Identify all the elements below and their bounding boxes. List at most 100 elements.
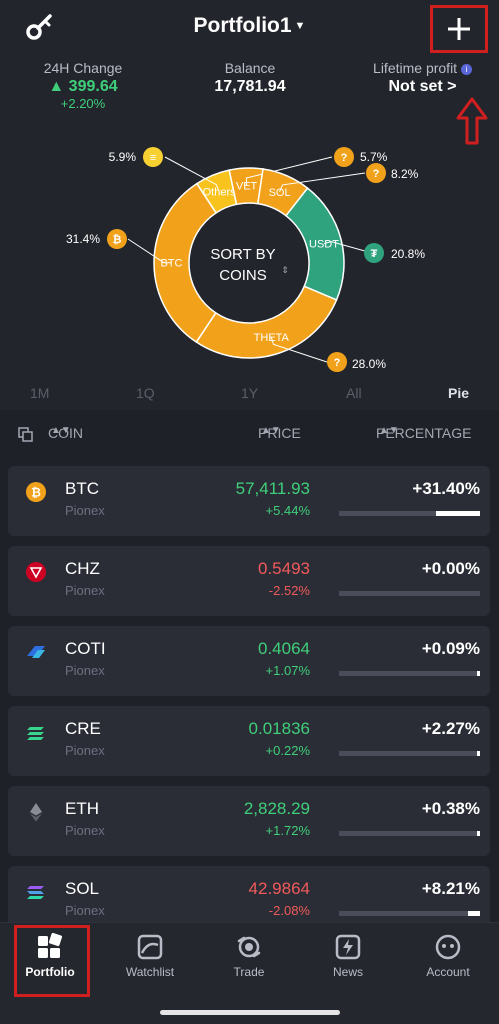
sort-icon: ▲▼ bbox=[261, 425, 281, 436]
pie-leader-line bbox=[279, 172, 366, 192]
info-icon[interactable]: i bbox=[460, 63, 472, 75]
pie-slice-label: VET bbox=[236, 181, 258, 193]
pie-slice-label: SOL bbox=[269, 187, 291, 199]
coin-icon bbox=[334, 147, 354, 167]
range-1y[interactable]: 1Y bbox=[241, 385, 259, 401]
coin-icon-glyph: ? bbox=[373, 168, 380, 180]
coin-row[interactable]: CRE Pionex 0.01836 +0.22% +2.27% bbox=[8, 706, 490, 776]
layers-icon[interactable] bbox=[18, 427, 34, 443]
bitcoin-icon: ₿ bbox=[26, 482, 46, 502]
allocation-bar bbox=[339, 831, 480, 836]
pie-slice-btc[interactable] bbox=[153, 182, 218, 344]
coin-price: 0.5493 bbox=[258, 559, 310, 578]
range-1m[interactable]: 1M bbox=[30, 385, 50, 401]
key-icon[interactable] bbox=[24, 12, 54, 42]
portfolio-title: Portfolio1 bbox=[193, 14, 292, 37]
range-all[interactable]: All bbox=[346, 385, 362, 401]
tab-news[interactable]: News bbox=[308, 933, 388, 979]
coin-row[interactable]: ETH Pionex 2,828.29 +1.72% +0.38% bbox=[8, 786, 490, 856]
news-icon bbox=[335, 934, 361, 960]
allocation-bar bbox=[339, 751, 480, 756]
balance-value: 17,781.94 bbox=[214, 78, 286, 95]
account-icon bbox=[435, 934, 461, 960]
pie-leader-line bbox=[127, 238, 172, 264]
allocation-bar-fill bbox=[477, 671, 480, 676]
coin-symbol: CHZ bbox=[65, 559, 100, 578]
pie-leader-line bbox=[164, 156, 220, 192]
pie-slice-percentage: 5.9% bbox=[109, 150, 137, 164]
chiliz-icon bbox=[26, 562, 46, 582]
pie-slice-sol[interactable] bbox=[256, 168, 309, 217]
coin-icon bbox=[366, 163, 386, 183]
allocation-bar bbox=[339, 671, 480, 676]
change-label: 24H Change bbox=[43, 60, 123, 76]
coin-icon-glyph: ? bbox=[341, 152, 348, 164]
coin-row[interactable]: COTI Pionex 0.4064 +1.07% +0.09% bbox=[8, 626, 490, 696]
profit-label: Lifetime profit bbox=[373, 60, 458, 76]
allocation-bar-fill bbox=[477, 831, 480, 836]
add-button[interactable] bbox=[430, 5, 488, 53]
coin-percentage: +8.21% bbox=[421, 879, 480, 898]
coin-change: +5.44% bbox=[265, 503, 310, 518]
coin-percentage: +31.40% bbox=[412, 479, 480, 498]
sort-toggle-icon[interactable]: ⇕ bbox=[281, 266, 289, 276]
change-value: ▲ 399.64 bbox=[48, 78, 118, 95]
profit-value[interactable]: Not set > bbox=[388, 78, 457, 95]
coin-icon bbox=[364, 243, 384, 263]
tab-watchlist[interactable]: Watchlist bbox=[110, 933, 190, 979]
tab-account-label: Account bbox=[426, 965, 470, 979]
trade-icon bbox=[237, 936, 261, 958]
coin-symbol: SOL bbox=[65, 879, 100, 898]
coin-change: +1.72% bbox=[265, 823, 310, 838]
coin-symbol: BTC bbox=[65, 479, 99, 498]
coin-icon bbox=[327, 352, 347, 372]
tab-portfolio[interactable]: Portfolio bbox=[10, 933, 90, 979]
coin-row[interactable]: CHZ Pionex 0.5493 -2.52% +0.00% bbox=[8, 546, 490, 616]
coin-exchange: Pionex bbox=[65, 743, 105, 758]
pie-slice-percentage: 20.8% bbox=[391, 247, 425, 261]
coin-percentage: +0.00% bbox=[421, 559, 480, 578]
pie-leader-line bbox=[270, 337, 328, 363]
home-indicator bbox=[160, 1010, 340, 1015]
allocation-bar bbox=[339, 591, 480, 596]
range-pie[interactable]: Pie bbox=[448, 385, 470, 401]
pie-leader-line bbox=[323, 241, 373, 254]
plus-icon bbox=[448, 18, 470, 40]
range-1q[interactable]: 1Q bbox=[136, 385, 155, 401]
pie-slice-theta[interactable] bbox=[195, 285, 338, 359]
pie-center-label[interactable]: SORT BY bbox=[210, 246, 275, 263]
svg-text:₿: ₿ bbox=[31, 486, 41, 500]
tab-account[interactable]: Account bbox=[408, 933, 488, 979]
coin-row[interactable]: ₿ BTC Pionex 57,411.93 +5.44% +31.40% bbox=[8, 466, 490, 536]
tab-trade-label: Trade bbox=[233, 965, 265, 979]
tab-trade[interactable]: Trade bbox=[209, 933, 289, 979]
coin-percentage: +0.38% bbox=[421, 799, 480, 818]
coin-symbol: ETH bbox=[65, 799, 99, 818]
pie-leader-line bbox=[245, 156, 333, 186]
portfolio-icon bbox=[38, 933, 63, 958]
allocation-bar bbox=[339, 911, 480, 916]
coin-exchange: Pionex bbox=[65, 583, 105, 598]
coin-symbol: CRE bbox=[65, 719, 101, 738]
coin-icon-glyph: ? bbox=[334, 357, 341, 369]
range-selector: 1M 1Q 1Y All Pie bbox=[0, 385, 499, 405]
coin-exchange: Pionex bbox=[65, 903, 105, 918]
coin-icon-glyph: ₮ bbox=[371, 248, 378, 260]
ethereum-icon bbox=[30, 803, 42, 822]
tab-portfolio-label: Portfolio bbox=[25, 965, 75, 979]
pie-slice-percentage: 28.0% bbox=[352, 357, 386, 371]
solana-icon bbox=[27, 886, 44, 899]
portfolio-header: Portfolio1 ▼ 24H Change ▲ 399.64 +2.20% B… bbox=[0, 0, 499, 410]
coin-price: 57,411.93 bbox=[235, 479, 310, 498]
pie-center-label[interactable]: COINS bbox=[219, 267, 267, 284]
coin-exchange: Pionex bbox=[65, 663, 105, 678]
allocation-pie-chart[interactable]: USDT₮ 20.8%THETA? 28.0%BTC₿31.4%Others≡5.9… bbox=[0, 140, 499, 380]
portfolio-tab-highlight-box bbox=[14, 925, 90, 997]
pie-slice-percentage: 5.7% bbox=[360, 150, 388, 164]
change-pct: +2.20% bbox=[60, 96, 106, 111]
column-header: COIN ▲▼ PRICE ▲▼ PERCENTAGE ▲▼ bbox=[0, 425, 499, 449]
portfolio-selector[interactable]: Portfolio1 ▼ bbox=[0, 14, 499, 38]
pie-slice-percentage: 8.2% bbox=[391, 167, 419, 181]
profit-stat[interactable]: Lifetime profit i Not set > bbox=[360, 60, 485, 96]
balance-label: Balance bbox=[224, 60, 276, 76]
